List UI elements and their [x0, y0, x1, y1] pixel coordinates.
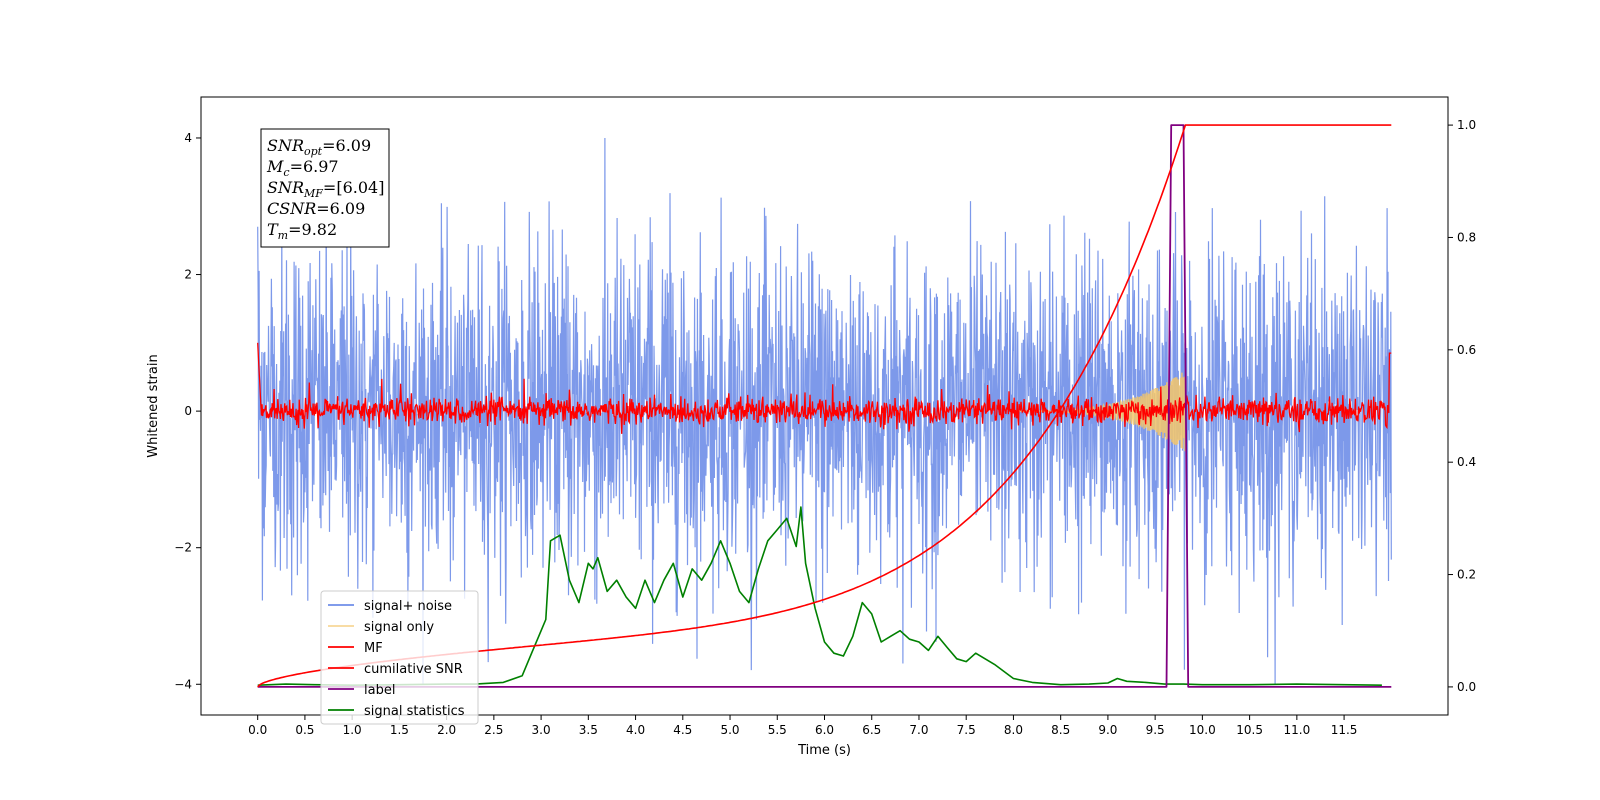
legend-entry-label: signal+ noise — [364, 599, 452, 614]
x-tick-label: 5.5 — [768, 723, 787, 737]
x-tick-label: 9.0 — [1098, 723, 1117, 737]
x-tick-label: 1.0 — [343, 723, 362, 737]
x-tick-label: 11.0 — [1283, 723, 1310, 737]
y2-tick-label: 0.6 — [1457, 343, 1476, 357]
legend-entry-label: cumilative SNR — [364, 662, 463, 677]
x-tick-label: 2.5 — [484, 723, 503, 737]
x-tick-label: 4.5 — [673, 723, 692, 737]
legend: signal+ noise signal only MF cumilative SNR… — [320, 590, 479, 725]
y-axis-label: Whitened strain — [146, 354, 161, 457]
legend-entry-label: signal only — [364, 620, 434, 635]
legend-entry-label: label — [364, 683, 395, 698]
x-tick-label: 0.5 — [295, 723, 314, 737]
legend-entry-label: MF — [364, 641, 383, 656]
y2-tick-label: 1.0 — [1457, 118, 1476, 132]
stats-annotation-line: SNRMF=[6.04] — [267, 178, 384, 200]
y-tick-label: 2 — [184, 268, 192, 282]
x-tick-label: 3.5 — [579, 723, 598, 737]
stats-annotation-line: CSNR=6.09 — [267, 199, 365, 218]
y-tick-label: 4 — [184, 131, 192, 145]
legend-frame — [320, 590, 479, 725]
y-tick-label: −4 — [174, 677, 192, 691]
series-signal-statistics-line — [257, 506, 1382, 687]
x-tick-label: 8.5 — [1051, 723, 1070, 737]
x-tick-label: 3.0 — [532, 723, 551, 737]
x-tick-label: 0.0 — [248, 723, 267, 737]
x-tick-label: 11.5 — [1331, 723, 1358, 737]
x-tick-label: 5.0 — [720, 723, 739, 737]
stats-annotation-line: Mc=6.97 — [266, 157, 339, 179]
x-tick-label: 10.0 — [1189, 723, 1216, 737]
axes: 0.0 0.5 1.0 1.5 2.0 2.5 3.0 3.5 4.0 4.5 5.0 5.5 6.0 6… — [174, 96, 1476, 737]
x-tick-label: 7.0 — [909, 723, 928, 737]
legend-entry-label: signal statistics — [364, 704, 465, 719]
y2-tick-label: 0.4 — [1457, 455, 1476, 469]
x-tick-label: 1.5 — [390, 723, 409, 737]
x-tick-label: 9.5 — [1146, 723, 1165, 737]
x-tick-label: 6.0 — [815, 723, 834, 737]
x-axis-label: Time (s) — [797, 743, 851, 758]
series-label-line — [257, 124, 1392, 688]
y2-tick-label: 0.0 — [1457, 680, 1476, 694]
x-tick-label: 10.5 — [1236, 723, 1263, 737]
x-tick-label: 8.0 — [1004, 723, 1023, 737]
series-signal-noise-line — [257, 137, 1392, 685]
y-tick-label: 0 — [184, 404, 192, 418]
y2-tick-label: 0.8 — [1457, 230, 1476, 244]
stats-annotation-line: Tm=9.82 — [267, 220, 337, 242]
x-tick-label: 2.0 — [437, 723, 456, 737]
y2-tick-label: 0.2 — [1457, 568, 1476, 582]
y-tick-label: −2 — [174, 541, 192, 555]
x-tick-label: 6.5 — [862, 723, 881, 737]
stats-annotation-frame — [260, 128, 390, 248]
x-tick-label: 4.0 — [626, 723, 645, 737]
stats-annotation-line: SNRopt=6.09 — [267, 136, 371, 158]
series-mf-line — [257, 342, 1392, 434]
x-tick-label: 7.5 — [957, 723, 976, 737]
